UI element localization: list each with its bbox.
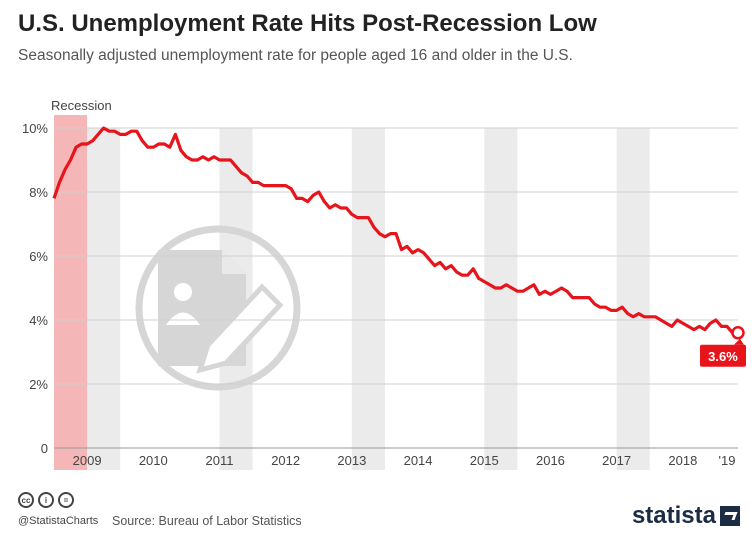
chart-title: U.S. Unemployment Rate Hits Post-Recessi… (18, 10, 597, 37)
recession-band (54, 115, 88, 470)
x-tick-label: 2012 (271, 453, 300, 468)
x-tick-label: 2009 (73, 453, 102, 468)
x-tick-label: 2015 (470, 453, 499, 468)
twitter-handle[interactable]: @StatistaCharts (18, 515, 99, 527)
end-marker: 3.6% (700, 326, 746, 367)
end-label-badge (700, 344, 746, 367)
unemployment-line-chart: Recession 02%4%6%8%10% 2009 2010 2011 2012 2… (22, 98, 746, 470)
statista-logo[interactable]: statista (632, 502, 740, 530)
year-band (87, 128, 121, 470)
x-axis: 2009 2010 2011 2012 2013 2014 2015 2016 2017 2018… (73, 453, 736, 468)
x-tick-label: 2014 (404, 453, 433, 468)
x-tick-label: 2018 (668, 453, 697, 468)
y-axis: 0 2% 4% 6% 8% 10% (22, 121, 738, 456)
x-tick-label: '19 (718, 453, 735, 468)
end-label-pointer (734, 338, 744, 345)
y-tick-label: 8% (29, 185, 48, 200)
chart-subtitle: Seasonally adjusted unemployment rate fo… (18, 47, 573, 64)
footer: cc i = @StatistaCharts Source: Bureau of… (0, 488, 754, 535)
series-layer (52, 126, 739, 335)
y-tick-label: 6% (29, 249, 48, 264)
year-bands (87, 128, 650, 470)
attribution-icon[interactable]: i (38, 492, 54, 508)
recession-label: Recession (51, 98, 112, 113)
y-tick-label: 2% (29, 377, 48, 392)
statista-arrow-icon (720, 506, 740, 526)
creative-commons-icon[interactable]: cc (18, 492, 34, 508)
x-tick-label: 2010 (139, 453, 168, 468)
brand-wordmark: statista (631, 502, 716, 529)
year-band (616, 128, 650, 470)
y-tick-label: 4% (29, 313, 48, 328)
end-value-label: 3.6% (708, 349, 738, 364)
license-icons: cc i = (18, 492, 74, 508)
x-tick-label: 2017 (602, 453, 631, 468)
y-tick-label: 10% (22, 121, 48, 136)
x-tick-label: 2013 (337, 453, 366, 468)
document-edit-icon (135, 225, 301, 391)
source-note: Source: Bureau of Labor Statistics (112, 514, 302, 528)
x-tick-label: 2016 (536, 453, 565, 468)
no-derivatives-icon[interactable]: = (58, 492, 74, 508)
x-tick-label: 2011 (205, 453, 233, 468)
y-tick-label: 0 (41, 441, 48, 456)
year-band (484, 128, 518, 470)
year-band (351, 128, 385, 470)
recession-shading: Recession (51, 98, 112, 470)
end-point-marker (731, 326, 745, 340)
